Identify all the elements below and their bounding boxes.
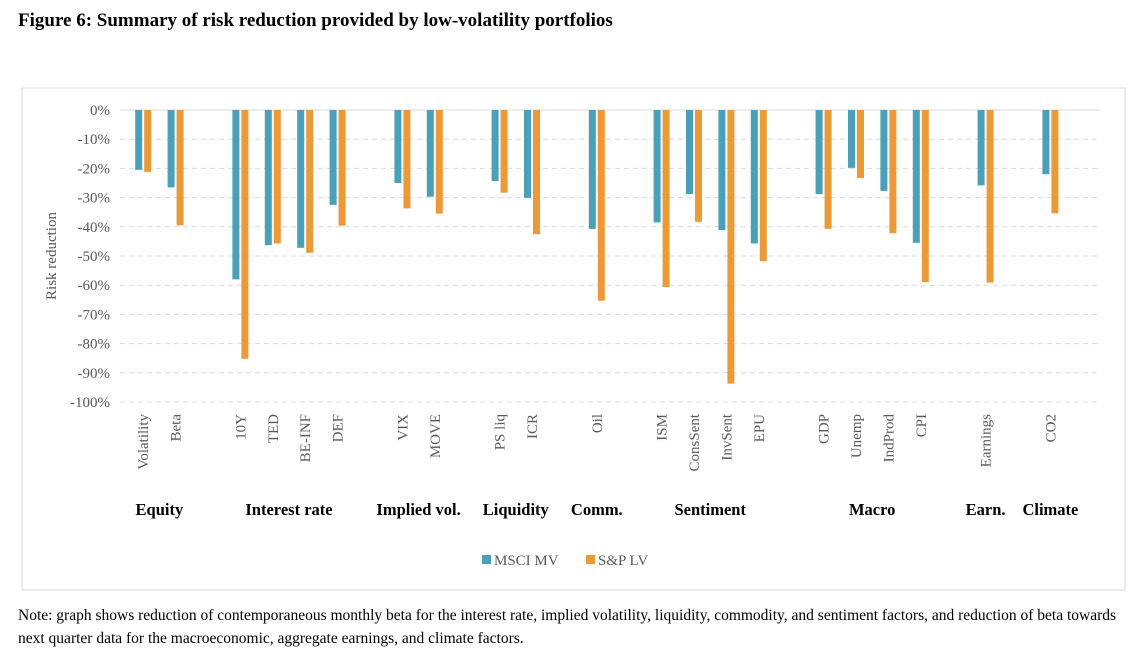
y-tick-label: -90% [78, 366, 111, 382]
chart-frame [21, 87, 1126, 591]
y-tick-label: -100% [70, 395, 110, 411]
risk-reduction-chart: 0% -10% -20% -30% -40% -50% -60% -70% -80% -90% -1… [21, 87, 1126, 591]
bar-msci-mv [264, 110, 272, 246]
bar-sp-lv [889, 110, 897, 234]
group-label: Interest rate [245, 500, 332, 519]
category-label: CPI [914, 414, 930, 437]
y-tick-label: 0% [90, 103, 110, 119]
category-label: ConsSent [687, 413, 703, 471]
category-label: InvSent [719, 413, 735, 460]
bar-msci-mv [232, 110, 240, 280]
bar-msci-mv [524, 110, 531, 198]
bar-sp-lv [241, 110, 249, 359]
bar-msci-mv [135, 110, 143, 170]
category-label: PS liq [493, 414, 509, 451]
bar-msci-mv [588, 110, 596, 229]
group-label: Climate [1022, 500, 1078, 519]
legend-swatch [586, 555, 595, 564]
category-label: IndProd [881, 414, 897, 463]
bar-sp-lv [273, 110, 281, 244]
figure-note: Note: graph shows reduction of contempor… [18, 607, 1117, 647]
bar-sp-lv [695, 110, 702, 222]
group-label: Earn. [966, 500, 1006, 519]
y-axis-label: Risk reduction [44, 212, 60, 300]
category-label: TED [266, 414, 282, 443]
bar-msci-mv [426, 110, 434, 197]
y-tick-label: -70% [78, 307, 111, 323]
bar-sp-lv [1051, 110, 1059, 214]
bar-msci-mv [848, 110, 855, 168]
category-label: Beta [169, 414, 185, 442]
category-label: Earnings [979, 414, 995, 467]
group-label: Liquidity [483, 500, 550, 519]
category-label: ISM [655, 414, 671, 441]
bar-msci-mv [880, 110, 888, 191]
group-label: Equity [136, 500, 184, 519]
bar-sp-lv [986, 110, 994, 283]
bar-msci-mv [686, 110, 693, 195]
legend-label: S&P LV [598, 553, 648, 569]
group-label: Comm. [571, 500, 623, 519]
bar-msci-mv [912, 110, 920, 243]
gridlines [120, 109, 1100, 403]
legend-label: MSCI MV [494, 553, 559, 569]
bar-sp-lv [727, 110, 735, 384]
bar-sp-lv [435, 110, 443, 214]
bar-msci-mv [1042, 110, 1050, 175]
bar-sp-lv [176, 110, 184, 226]
category-labels: Volatility Beta 10Y TED BE-INF DEF VIX MOVE PS l… [136, 413, 1059, 471]
bar-sp-lv [921, 110, 929, 282]
category-label: ICR [525, 414, 541, 439]
bars [135, 110, 1059, 384]
category-label: Unemp [849, 414, 865, 458]
category-label: DEF [331, 414, 347, 442]
category-label: 10Y [233, 414, 249, 440]
category-label: Volatility [136, 414, 152, 470]
bar-sp-lv [403, 110, 411, 209]
group-label: Sentiment [674, 500, 746, 519]
y-tick-labels: 0% -10% -20% -30% -40% -50% -60% -70% -80% -90% -1… [70, 103, 110, 411]
category-label: Oil [590, 414, 606, 433]
bar-msci-mv [297, 110, 305, 248]
category-label: CO2 [1043, 414, 1059, 442]
bar-msci-mv [718, 110, 726, 231]
bar-sp-lv [597, 110, 605, 301]
bar-sp-lv [857, 110, 864, 179]
y-tick-label: -50% [78, 249, 111, 265]
category-label: MOVE [428, 414, 444, 458]
bar-sp-lv [338, 110, 346, 226]
bar-msci-mv [815, 110, 823, 195]
legend-swatch [482, 555, 491, 564]
bar-sp-lv [533, 110, 540, 235]
y-tick-label: -60% [78, 278, 111, 294]
bar-msci-mv [394, 110, 402, 183]
legend: MSCI MV S&P LV [482, 553, 648, 569]
bar-msci-mv [329, 110, 337, 205]
y-tick-label: -20% [78, 161, 111, 177]
bar-msci-mv [750, 110, 758, 244]
bar-sp-lv [824, 110, 832, 229]
figure-title: Figure 6: Summary of risk reduction prov… [18, 10, 613, 31]
category-label: BE-INF [298, 414, 314, 462]
bar-msci-mv [491, 110, 499, 181]
group-label: Macro [849, 500, 895, 519]
bar-msci-mv [167, 110, 175, 188]
bar-sp-lv [144, 110, 152, 172]
category-label: GDP [817, 414, 833, 444]
category-label: EPU [752, 414, 768, 443]
bar-msci-mv [977, 110, 985, 186]
bar-sp-lv [500, 110, 508, 193]
group-labels: Equity Interest rate Implied vol. Liquidity… [136, 500, 1079, 519]
y-tick-label: -40% [78, 220, 111, 236]
group-label: Implied vol. [376, 500, 460, 519]
bar-sp-lv [662, 110, 670, 287]
y-tick-label: -30% [78, 191, 111, 207]
bar-sp-lv [306, 110, 314, 253]
category-label: VIX [395, 414, 411, 441]
bar-msci-mv [653, 110, 661, 223]
bar-sp-lv [759, 110, 767, 262]
y-tick-label: -80% [78, 337, 111, 353]
y-tick-label: -10% [78, 132, 111, 148]
